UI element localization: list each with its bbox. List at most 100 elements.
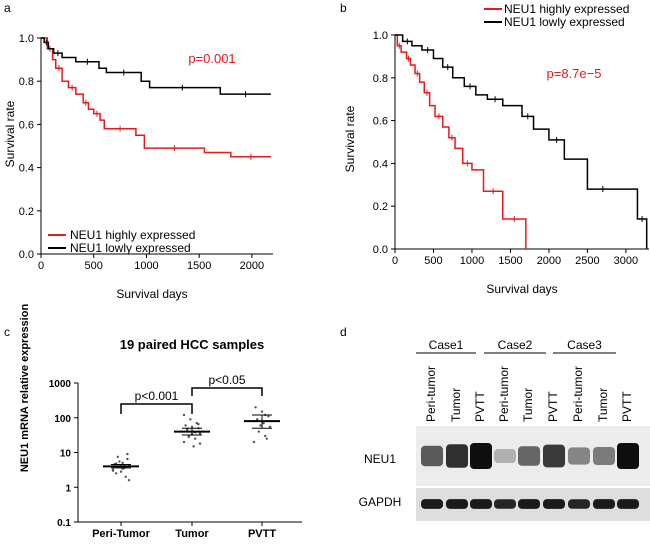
legend-b-high-label: NEU1 highly expressed bbox=[504, 2, 629, 16]
y-tick-label: 0.4 bbox=[373, 158, 388, 170]
panel-c-title: 19 paired HCC samples bbox=[120, 337, 265, 352]
x-tick-label: 1000 bbox=[460, 255, 484, 267]
km-curve-high bbox=[395, 34, 527, 249]
panel-d-label: d bbox=[340, 325, 347, 339]
panel-c-ylabel: NEU1 mRNA relative expression bbox=[19, 304, 31, 473]
gapdh-band bbox=[518, 499, 540, 509]
panel-a: a 0 500 1000 1500 2000 0.0 0.2 0.4 0.6 0.8 1.0 Sur… bbox=[3, 1, 273, 301]
sample-point bbox=[252, 440, 256, 444]
x-tick-label: 2500 bbox=[575, 255, 599, 267]
panel-b-curves bbox=[395, 34, 648, 249]
sample-point bbox=[115, 472, 118, 475]
lane-label: PVTT bbox=[473, 391, 487, 422]
x-tick-label: 2000 bbox=[537, 255, 561, 267]
sample-point bbox=[116, 455, 120, 459]
x-tick-label: 1500 bbox=[187, 260, 211, 272]
x-tick-label: 1500 bbox=[498, 255, 522, 267]
panel-a-pvalue: p=0.001 bbox=[188, 51, 235, 66]
y-tick-label: 100 bbox=[54, 414, 71, 425]
blot-row-neu1-label: NEU1 bbox=[364, 452, 396, 466]
panel-a-curves bbox=[41, 37, 271, 160]
lane-label: Tumor bbox=[596, 388, 610, 422]
lane-label: PVTT bbox=[620, 391, 634, 422]
sample-point bbox=[190, 425, 194, 428]
gapdh-band bbox=[494, 499, 516, 509]
neu1-band bbox=[543, 444, 565, 468]
x-tick-label: 0 bbox=[392, 255, 398, 267]
neu1-band bbox=[568, 447, 590, 465]
lane-label: Peri-tumor bbox=[424, 366, 438, 422]
x-category-label: Peri-Tumor bbox=[92, 528, 151, 540]
gapdh-band bbox=[593, 499, 615, 509]
sample-point bbox=[264, 434, 267, 438]
lane-label: Peri-tumor bbox=[571, 366, 585, 422]
sample-point bbox=[182, 440, 186, 444]
panel-b: b 0 500 1000 1500 2000 2500 3000 0.0 0.2 0.4 0.6 0.… bbox=[340, 1, 649, 296]
sample-point bbox=[111, 469, 115, 472]
sample-point bbox=[119, 470, 123, 473]
significance-label: p<0.001 bbox=[135, 389, 179, 403]
sample-point bbox=[256, 418, 259, 421]
x-tick-label: 2000 bbox=[240, 260, 264, 272]
gapdh-band bbox=[470, 499, 492, 509]
panel-b-ylabel: Survival rate bbox=[343, 105, 357, 172]
case-label: Case2 bbox=[498, 338, 533, 352]
sample-point bbox=[121, 461, 124, 465]
panel-d: d Case1 Case2 Case3 Peri-tumor Tumor PVTT Per… bbox=[340, 325, 650, 521]
x-tick-label: 1000 bbox=[134, 260, 158, 272]
panel-a-ylabel: Survival rate bbox=[3, 100, 17, 167]
sample-point bbox=[194, 437, 197, 440]
panel-a-label: a bbox=[4, 1, 11, 15]
panel-c: c 19 paired HCC samples NEU1 mRNA relati… bbox=[4, 304, 302, 540]
y-tick-label: 0.4 bbox=[19, 163, 34, 175]
x-category-label: Tumor bbox=[175, 528, 209, 540]
gapdh-band bbox=[446, 499, 468, 509]
sample-point bbox=[262, 421, 265, 425]
sample-point bbox=[189, 418, 192, 421]
panel-c-axes: 0.1 1 10 100 1000 Peri-Tumor Tumor PVTT bbox=[49, 379, 302, 540]
sample-point bbox=[259, 424, 262, 427]
km-curve-high bbox=[41, 37, 271, 158]
blot-bands bbox=[421, 443, 639, 509]
lane-label: Tumor bbox=[449, 388, 463, 422]
y-tick-label: 0.0 bbox=[373, 244, 388, 256]
lane-label: PVTT bbox=[546, 391, 560, 422]
sample-point bbox=[254, 406, 257, 409]
significance-bracket bbox=[120, 403, 193, 414]
panel-b-xlabel: Survival days bbox=[486, 282, 557, 296]
y-tick-label: 10 bbox=[60, 449, 72, 460]
panel-c-points bbox=[111, 406, 272, 482]
neu1-band bbox=[617, 443, 639, 469]
y-tick-label: 1.0 bbox=[19, 33, 34, 45]
sample-point bbox=[182, 413, 186, 417]
km-curve-low bbox=[395, 34, 648, 249]
y-tick-label: 0.0 bbox=[19, 249, 34, 261]
y-tick-label: 0.1 bbox=[57, 518, 71, 529]
x-tick-label: 500 bbox=[85, 260, 103, 272]
y-tick-label: 1 bbox=[65, 483, 71, 494]
sample-point bbox=[197, 423, 200, 426]
panel-a-xlabel: Survival days bbox=[116, 287, 187, 301]
sample-point bbox=[260, 410, 264, 413]
sample-point bbox=[198, 432, 202, 435]
neu1-band bbox=[446, 444, 468, 468]
sample-point bbox=[268, 425, 272, 428]
sample-point bbox=[118, 460, 121, 463]
x-tick-label: 500 bbox=[424, 255, 442, 267]
panel-b-pvalue: p=8.7e−5 bbox=[547, 66, 602, 81]
neu1-band bbox=[518, 446, 540, 466]
sample-point bbox=[126, 452, 129, 456]
x-category-label: PVTT bbox=[248, 528, 276, 540]
y-tick-label: 1000 bbox=[49, 379, 72, 390]
panel-c-label: c bbox=[4, 325, 10, 339]
panel-b-label: b bbox=[340, 1, 347, 15]
blot-case-headers: Case1 Case2 Case3 bbox=[416, 338, 616, 354]
panel-a-axes: 0 500 1000 1500 2000 0.0 0.2 0.4 0.6 0.8 1.0 bbox=[19, 33, 273, 272]
legend-a-high-label: NEU1 highly expressed bbox=[70, 228, 195, 242]
sample-point bbox=[184, 424, 187, 427]
panel-c-significance: p<0.001 p<0.05 bbox=[120, 373, 263, 414]
blot-lane-labels: Peri-tumor Tumor PVTT Peri-tumor Tumor PVTT Pe… bbox=[424, 366, 634, 422]
significance-label: p<0.05 bbox=[208, 373, 245, 387]
y-tick-label: 0.6 bbox=[373, 116, 388, 128]
